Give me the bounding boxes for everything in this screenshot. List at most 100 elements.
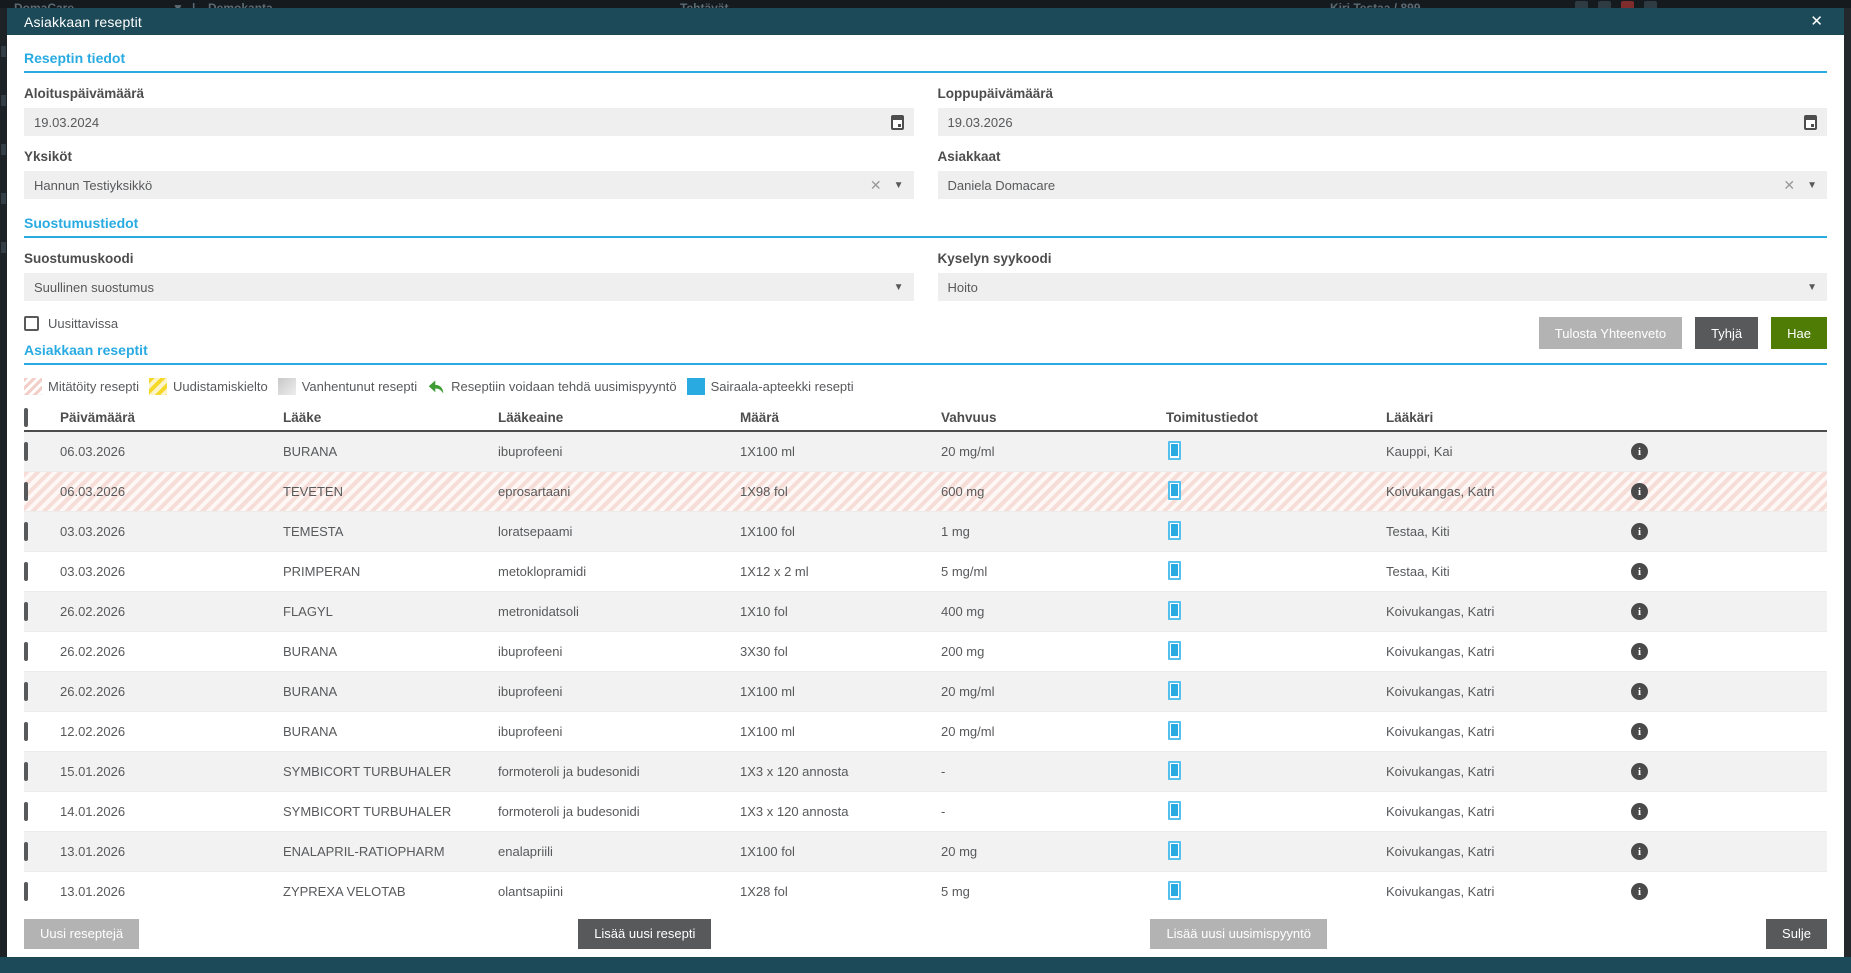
row-checkbox[interactable] bbox=[24, 602, 28, 621]
table-row[interactable]: 26.02.2026 BURANA ibuprofeeni 1X100 ml 2… bbox=[24, 672, 1827, 712]
background-right-edge bbox=[1844, 8, 1851, 957]
delivery-info-icon[interactable] bbox=[1168, 520, 1181, 540]
chevron-down-icon[interactable]: ▼ bbox=[893, 281, 904, 293]
delivery-info-icon[interactable] bbox=[1168, 760, 1181, 780]
delivery-info-icon[interactable] bbox=[1168, 640, 1181, 660]
toolbar-icon bbox=[1575, 1, 1588, 8]
delivery-info-icon[interactable] bbox=[1168, 440, 1181, 460]
start-date-field[interactable]: 19.03.2024 bbox=[24, 108, 914, 136]
cell-substance: eprosartaani bbox=[498, 483, 571, 499]
add-prescription-button[interactable]: Lisää uusi resepti bbox=[578, 918, 712, 949]
cell-drug: ENALAPRIL-RATIOPHARM bbox=[283, 844, 445, 859]
row-checkbox[interactable] bbox=[24, 722, 28, 741]
chevron-down-icon[interactable]: ▼ bbox=[1807, 179, 1817, 191]
row-checkbox[interactable] bbox=[24, 442, 28, 461]
renewable-checkbox[interactable] bbox=[24, 315, 39, 331]
row-checkbox[interactable] bbox=[24, 842, 28, 861]
cell-strength: - bbox=[941, 804, 946, 819]
prescription-table: 06.03.2026 BURANA ibuprofeeni 1X100 ml 2… bbox=[24, 432, 1827, 910]
cell-strength: 20 mg/ml bbox=[941, 724, 995, 739]
cell-date: 03.03.2026 bbox=[60, 564, 126, 579]
consent-code-label: Suostumuskoodi bbox=[24, 251, 134, 266]
info-icon[interactable]: i bbox=[1631, 843, 1648, 861]
info-icon[interactable]: i bbox=[1631, 643, 1648, 661]
info-icon[interactable]: i bbox=[1631, 563, 1648, 581]
table-row[interactable]: 26.02.2026 BURANA ibuprofeeni 3X30 fol 2… bbox=[24, 632, 1827, 672]
cell-strength: - bbox=[941, 764, 946, 779]
cell-substance: loratsepaami bbox=[498, 523, 573, 539]
delivery-info-icon[interactable] bbox=[1168, 880, 1181, 900]
cell-substance: olantsapiini bbox=[498, 883, 564, 899]
info-icon[interactable]: i bbox=[1631, 723, 1648, 741]
delivery-info-icon[interactable] bbox=[1168, 480, 1181, 500]
delivery-info-icon[interactable] bbox=[1168, 840, 1181, 860]
table-row[interactable]: 15.01.2026 SYMBICORT TURBUHALER formoter… bbox=[24, 752, 1827, 792]
delivery-info-icon[interactable] bbox=[1168, 600, 1181, 620]
table-row[interactable]: 03.03.2026 PRIMPERAN metoklopramidi 1X12… bbox=[24, 552, 1827, 592]
cell-drug: SYMBICORT TURBUHALER bbox=[283, 764, 452, 779]
clear-icon[interactable]: ✕ bbox=[869, 176, 882, 193]
delivery-info-icon[interactable] bbox=[1168, 800, 1181, 820]
select-all-checkbox[interactable] bbox=[24, 408, 28, 427]
delivery-info-icon[interactable] bbox=[1168, 560, 1181, 580]
info-icon[interactable]: i bbox=[1631, 603, 1648, 621]
close-dialog-button[interactable]: Sulje bbox=[1766, 918, 1827, 949]
customers-combobox[interactable]: Daniela Domacare ✕ ▼ bbox=[937, 171, 1827, 199]
cell-date: 14.01.2026 bbox=[60, 804, 126, 819]
row-checkbox[interactable] bbox=[24, 762, 28, 781]
table-row[interactable]: 03.03.2026 TEMESTA loratsepaami 1X100 fo… bbox=[24, 512, 1827, 552]
row-checkbox[interactable] bbox=[24, 682, 28, 701]
search-button[interactable]: Hae bbox=[1771, 317, 1827, 349]
background-toolbar-icons bbox=[1575, 1, 1657, 8]
row-checkbox[interactable] bbox=[24, 642, 28, 661]
row-checkbox[interactable] bbox=[24, 882, 28, 901]
background-top-bar: DomaCare ▼ | Demokanta Tehtävät Kirj Tes… bbox=[0, 0, 1851, 8]
info-icon[interactable]: i bbox=[1631, 883, 1648, 901]
table-row[interactable]: 06.03.2026 TEVETEN eprosartaani 1X98 fol… bbox=[24, 472, 1827, 512]
cell-drug: PRIMPERAN bbox=[283, 564, 361, 579]
row-checkbox[interactable] bbox=[24, 522, 28, 541]
info-icon[interactable]: i bbox=[1631, 763, 1648, 781]
clear-button[interactable]: Tyhjä bbox=[1695, 317, 1759, 349]
print-summary-button[interactable]: Tulosta Yhteenveto bbox=[1538, 317, 1683, 349]
background-sidebar bbox=[0, 8, 7, 957]
section-customer-prescriptions: Asiakkaan reseptit bbox=[24, 342, 1827, 365]
table-row[interactable]: 26.02.2026 FLAGYL metronidatsoli 1X10 fo… bbox=[24, 592, 1827, 632]
table-row[interactable]: 06.03.2026 BURANA ibuprofeeni 1X100 ml 2… bbox=[24, 432, 1827, 472]
renew-prescriptions-button[interactable]: Uusi reseptejä bbox=[24, 918, 140, 949]
delivery-info-icon[interactable] bbox=[1168, 680, 1181, 700]
info-icon[interactable]: i bbox=[1631, 443, 1648, 461]
close-icon[interactable]: ✕ bbox=[1810, 13, 1823, 30]
add-renewal-request-button[interactable]: Lisää uusi uusimispyyntö bbox=[1150, 918, 1327, 949]
table-row[interactable]: 13.01.2026 ENALAPRIL-RATIOPHARM enalapri… bbox=[24, 832, 1827, 872]
end-date-field[interactable]: 19.03.2026 bbox=[937, 108, 1827, 136]
cell-drug: TEVETEN bbox=[283, 484, 343, 499]
info-icon[interactable]: i bbox=[1631, 483, 1648, 501]
calendar-icon[interactable] bbox=[890, 114, 904, 130]
chevron-down-icon[interactable]: ▼ bbox=[893, 179, 904, 191]
row-checkbox[interactable] bbox=[24, 802, 28, 821]
table-row[interactable]: 12.02.2026 BURANA ibuprofeeni 1X100 ml 2… bbox=[24, 712, 1827, 752]
toolbar-icon bbox=[1598, 1, 1611, 8]
calendar-icon[interactable] bbox=[1804, 114, 1817, 130]
row-checkbox[interactable] bbox=[24, 482, 28, 501]
clear-icon[interactable]: ✕ bbox=[1783, 176, 1796, 193]
units-combobox[interactable]: Hannun Testiyksikkö ✕ ▼ bbox=[24, 171, 914, 199]
row-checkbox[interactable] bbox=[24, 562, 28, 581]
notification-icon bbox=[1621, 1, 1634, 8]
cell-amount: 1X98 fol bbox=[740, 484, 788, 499]
column-header-drug: Lääke bbox=[283, 410, 322, 425]
delivery-info-icon[interactable] bbox=[1168, 720, 1181, 740]
cell-date: 06.03.2026 bbox=[60, 444, 126, 459]
nav-database: Demokanta bbox=[208, 1, 273, 8]
cell-substance: ibuprofeeni bbox=[498, 723, 563, 739]
info-icon[interactable]: i bbox=[1631, 803, 1648, 821]
table-row[interactable]: 13.01.2026 ZYPREXA VELOTAB olantsapiini … bbox=[24, 872, 1827, 910]
table-row[interactable]: 14.01.2026 SYMBICORT TURBUHALER formoter… bbox=[24, 792, 1827, 832]
info-icon[interactable]: i bbox=[1631, 523, 1648, 541]
stripes-pink-legend-icon bbox=[24, 378, 42, 395]
consent-code-select[interactable]: Suullinen suostumus ▼ bbox=[24, 273, 914, 301]
chevron-down-icon[interactable]: ▼ bbox=[1807, 281, 1817, 293]
query-reason-select[interactable]: Hoito ▼ bbox=[937, 273, 1827, 301]
info-icon[interactable]: i bbox=[1631, 683, 1648, 701]
